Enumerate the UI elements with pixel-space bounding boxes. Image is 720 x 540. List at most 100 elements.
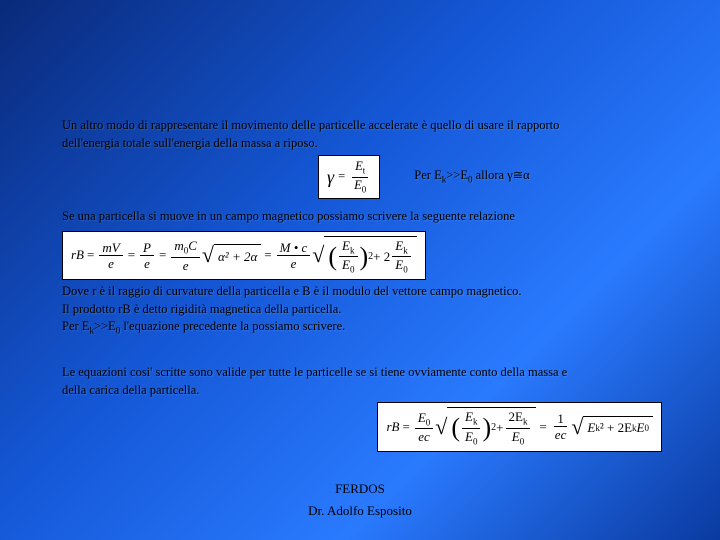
f3-cn: E (418, 410, 426, 425)
f2-id: E (342, 257, 350, 272)
f3-in: E (465, 409, 473, 424)
footer-author: Dr. Adolfo Esposito (0, 501, 720, 521)
f3-cd: ec (415, 429, 433, 443)
f3-rrb: ² + 2E (600, 420, 632, 436)
f2-ins: k (350, 245, 355, 255)
f2-rad2: √ (312, 244, 324, 266)
f2-eq3: = (159, 247, 166, 263)
f2-ts1: k (403, 245, 408, 255)
aside1-mid: >>E (446, 168, 468, 182)
f2-ts2: 0 (403, 265, 408, 275)
paragraph-3b: Il prodotto rB è detto rigidità magnetic… (62, 302, 662, 318)
f2-t1d: e (105, 256, 117, 270)
formula-2-row: rB = mV e = P e = m0C e √ α² + 2α (62, 231, 662, 280)
f3-rp: ) (482, 415, 491, 441)
f2-t4d: e (288, 256, 300, 270)
f3-t2s2: 0 (520, 437, 525, 447)
f2-radicand1: α² + 2α (214, 244, 261, 266)
f3-eq2: = (539, 419, 546, 435)
f1-num: E (355, 159, 363, 173)
f2-t2d: e (141, 256, 153, 270)
f2-t3d: e (180, 258, 192, 272)
f3-lp: ( (451, 415, 460, 441)
p3c-a: Per E (62, 319, 89, 333)
paragraph-3c: Per Ek>>E0 l'equazione precedente la pos… (62, 319, 662, 337)
formula-2: rB = mV e = P e = m0C e √ α² + 2α (62, 231, 426, 280)
f2-sqrt1: √ α² + 2α (202, 244, 261, 266)
paragraph-1b: dell'energia totale sull'energia della m… (62, 136, 662, 152)
f3-lhs: rB (386, 419, 399, 435)
paragraph-4b: della carica della particella. (62, 383, 662, 399)
formula-3: rB = E0 ec √ ( Ek E0 ) 2 (377, 402, 662, 451)
f3-is1: k (473, 417, 478, 427)
f2-frac1: mV e (99, 241, 122, 270)
f2-frac3: m0C e (171, 239, 200, 272)
f3-radicand: ( Ek E0 ) 2 + 2Ek E0 (447, 407, 536, 446)
f2-frac4: M • c e (277, 241, 311, 270)
f2-t3nb: C (188, 238, 197, 253)
f2-rad1: √ (202, 244, 214, 266)
aside1-a: Per E (414, 168, 441, 182)
f2-tailfrac: Ek E0 (392, 239, 410, 275)
aside1-end: allora γ≅α (472, 168, 529, 182)
f3-rcd: ec (552, 427, 570, 441)
footer-title: FERDOS (0, 479, 720, 499)
f2-sqrt2: √ ( Ek E0 ) 2 + 2 Ek E0 (312, 236, 416, 275)
f3-id: E (465, 429, 473, 444)
f2-t1n: mV (99, 241, 122, 256)
content-area: Un altro modo di rappresentare il movime… (62, 118, 662, 452)
f3-innerfrac: Ek E0 (462, 410, 480, 446)
paragraph-4a: Le equazioni cosi' scritte sono valide p… (62, 365, 662, 381)
f2-rp: ) (360, 244, 369, 270)
f3-cs: 0 (426, 417, 431, 427)
paragraph-3a: Dove r è il raggio di curvature della pa… (62, 284, 662, 300)
f1-den: E (354, 178, 362, 192)
f3-radicand2: Ek² + 2EkE0 (583, 416, 653, 438)
f2-eq2: = (128, 247, 135, 263)
footer: FERDOS Dr. Adolfo Esposito (0, 479, 720, 520)
f2-eq4: = (264, 247, 271, 263)
f3-coef: E0 ec (415, 411, 433, 444)
f1-frac: Et E0 (351, 160, 369, 194)
formula-1: γ = Et E0 (318, 155, 380, 199)
aside-1: Per Ek>>E0 allora γ≅α (414, 168, 529, 186)
f2-ids: 0 (350, 265, 355, 275)
f3-rhscoef: 1 ec (552, 412, 570, 441)
f3-mid: + (496, 420, 503, 436)
f2-t3na: m (174, 238, 183, 253)
formula-1-row: γ = Et E0 Per Ek>>E0 allora γ≅α (318, 155, 662, 199)
f3-rs0: 0 (645, 423, 650, 434)
f2-t4n: M • c (277, 241, 311, 256)
f3-t2d: E (512, 429, 520, 444)
p3c-mid: >>E (94, 319, 116, 333)
f1-eq: = (338, 169, 345, 185)
paragraph-2: Se una particella si muove in un campo m… (62, 209, 662, 225)
f2-in: E (342, 238, 350, 253)
f1-lhs: γ (327, 166, 334, 189)
paragraph-1a: Un altro modo di rappresentare il movime… (62, 118, 662, 134)
f3-t2s1: k (523, 417, 528, 427)
f3-sqrt: √ ( Ek E0 ) 2 + 2Ek E0 (435, 407, 536, 446)
f2-eq1: = (87, 247, 94, 263)
formula-3-row: rB = E0 ec √ ( Ek E0 ) 2 (62, 402, 662, 451)
f2-frac2: P e (140, 241, 154, 270)
f3-sqrt2: √ Ek² + 2EkE0 (571, 416, 653, 438)
f3-eq1: = (402, 419, 409, 435)
f3-frac2: 2Ek E0 (506, 410, 531, 446)
f3-rad: √ (435, 416, 447, 438)
f2-t2n: P (140, 241, 154, 256)
f3-is2: 0 (473, 437, 478, 447)
f3-rad2: √ (571, 416, 583, 438)
f2-taila: + 2 (373, 249, 390, 265)
f3-rrc: E (637, 420, 645, 436)
f3-rcn: 1 (554, 412, 567, 427)
f2-lp: ( (328, 244, 337, 270)
p3c-end: l'equazione precedente la possiamo scriv… (120, 319, 345, 333)
f1-den-sub: 0 (362, 184, 367, 194)
slide: Un altro modo di rappresentare il movime… (0, 0, 720, 540)
f2-lhs: rB (71, 247, 84, 263)
f3-t2na: 2E (509, 409, 523, 424)
f2-radicand2: ( Ek E0 ) 2 + 2 Ek E0 (324, 236, 416, 275)
f1-num-sub: t (363, 166, 366, 176)
f2-innerfrac: Ek E0 (339, 239, 357, 275)
